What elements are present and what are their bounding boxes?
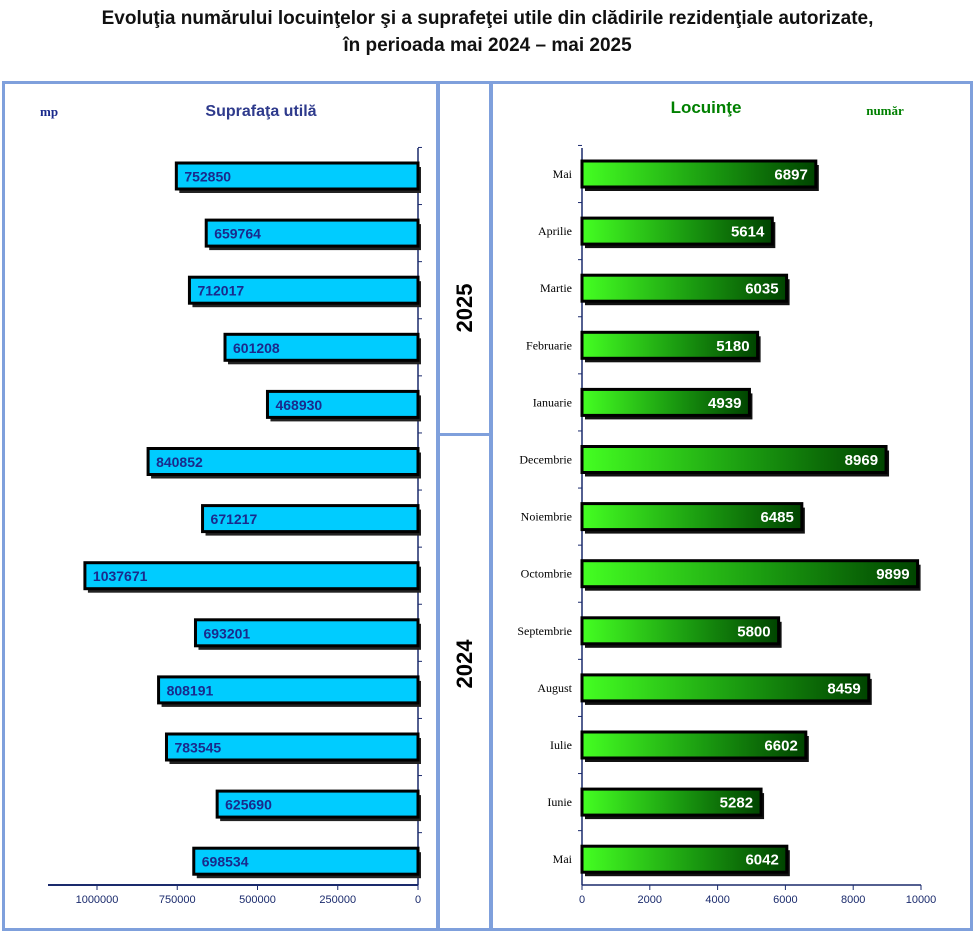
dwellings-bar xyxy=(580,216,774,246)
dwellings-bar xyxy=(580,330,760,360)
dwellings-chart-title: Locuinţe xyxy=(671,98,742,117)
area-bar xyxy=(192,846,420,876)
dwellings-category-label: Ianuarie xyxy=(533,395,572,409)
dwellings-bar-value: 9899 xyxy=(876,566,909,583)
dwellings-bar-value: 5180 xyxy=(716,338,749,355)
area-bar xyxy=(187,275,420,305)
area-bar-value: 671217 xyxy=(211,511,258,527)
area-bar-value: 840852 xyxy=(156,454,203,470)
area-bar xyxy=(204,218,420,248)
area-unit-label: mp xyxy=(40,104,58,119)
dwellings-category-label: Mai xyxy=(553,167,573,181)
area-bar-value: 601208 xyxy=(233,340,280,356)
year-divider xyxy=(436,433,493,436)
area-x-tick-label: 0 xyxy=(415,894,421,906)
area-bar xyxy=(157,675,420,705)
dwellings-bar xyxy=(580,673,871,703)
dwellings-bar-value: 6897 xyxy=(774,167,807,184)
area-x-tick-label: 500000 xyxy=(239,894,276,906)
area-bar xyxy=(164,732,420,762)
dwellings-category-label: Aprilie xyxy=(538,224,572,238)
dwellings-bar-value: 6042 xyxy=(745,852,778,869)
area-bar xyxy=(83,561,420,591)
area-bar-value: 712017 xyxy=(197,283,244,299)
dwellings-bar xyxy=(580,787,763,817)
area-bar xyxy=(215,789,420,819)
dwellings-bar xyxy=(580,616,781,646)
dwellings-x-tick-label: 2000 xyxy=(638,894,662,906)
dwellings-bar-value: 8969 xyxy=(845,452,878,469)
dwellings-bar-value: 4939 xyxy=(708,395,741,412)
area-bar xyxy=(193,618,420,648)
area-bar-value: 808191 xyxy=(167,682,214,698)
area-bar-value: 1037671 xyxy=(93,568,148,584)
dwellings-bar xyxy=(580,445,888,474)
dwellings-chart: 6897 Mai 5614 Aprilie 6035 Martie 5180 Februari… xyxy=(517,144,937,906)
area-chart: 752850 659764 712017 601208 468930 840852 6712… xyxy=(48,146,422,906)
dwellings-bar-value: 8459 xyxy=(827,680,860,697)
dwellings-bar xyxy=(580,559,920,589)
dwellings-bar-value: 6485 xyxy=(760,509,793,526)
area-bar-value: 625690 xyxy=(225,797,272,813)
area-bar-value: 659764 xyxy=(214,226,261,242)
area-bar xyxy=(223,332,420,362)
dwellings-category-label: August xyxy=(537,681,572,695)
chart-title-line-2: în perioada mai 2024 – mai 2025 xyxy=(343,35,632,56)
dwellings-category-label: Decembrie xyxy=(519,453,572,467)
dwellings-category-label: Octombrie xyxy=(521,567,572,581)
area-bar-value: 468930 xyxy=(275,397,322,413)
dwellings-category-label: Februarie xyxy=(526,338,572,352)
area-bar-value: 693201 xyxy=(203,625,250,641)
dwellings-bar-value: 5800 xyxy=(737,623,770,640)
dwellings-bar xyxy=(580,387,751,417)
area-bar-value: 698534 xyxy=(202,854,249,870)
dwellings-category-label: Iulie xyxy=(550,738,572,752)
chart-title-line-1: Evoluţia numărului locuinţelor şi a supr… xyxy=(101,8,874,29)
dwellings-bar xyxy=(580,730,808,760)
area-bar-value: 783545 xyxy=(174,740,221,756)
area-chart-title: Suprafaţa utilă xyxy=(205,103,316,120)
dwellings-bar xyxy=(580,502,804,532)
dwellings-bar-value: 5614 xyxy=(731,224,765,241)
dwellings-category-label: Martie xyxy=(540,281,572,295)
dwellings-x-tick-label: 8000 xyxy=(841,894,865,906)
area-bar xyxy=(174,161,420,191)
dwellings-category-label: Iunie xyxy=(547,795,572,809)
dwellings-bar-value: 6602 xyxy=(764,738,797,755)
dwellings-category-label: Noiembrie xyxy=(521,510,572,524)
dwellings-x-tick-label: 6000 xyxy=(773,894,797,906)
area-bar-value: 752850 xyxy=(184,169,231,185)
area-x-tick-label: 1000000 xyxy=(76,894,119,906)
dwellings-x-tick-label: 0 xyxy=(579,894,585,906)
area-bar xyxy=(265,389,420,419)
dwellings-bar-value: 6035 xyxy=(745,281,778,298)
dwellings-bar xyxy=(580,844,789,874)
dwellings-category-label: Mai xyxy=(553,852,573,866)
dwellings-bar-value: 5282 xyxy=(720,795,753,812)
dwellings-category-label: Septembrie xyxy=(517,624,572,638)
area-bar xyxy=(201,504,420,534)
dwellings-bar xyxy=(580,273,789,303)
dwellings-x-tick-label: 10000 xyxy=(906,894,937,906)
area-bar xyxy=(146,447,420,476)
dwellings-bar xyxy=(580,159,818,189)
dwellings-x-tick-label: 4000 xyxy=(705,894,729,906)
area-x-tick-label: 250000 xyxy=(319,894,356,906)
dwellings-unit-label: număr xyxy=(866,103,904,118)
area-x-tick-label: 750000 xyxy=(159,894,196,906)
